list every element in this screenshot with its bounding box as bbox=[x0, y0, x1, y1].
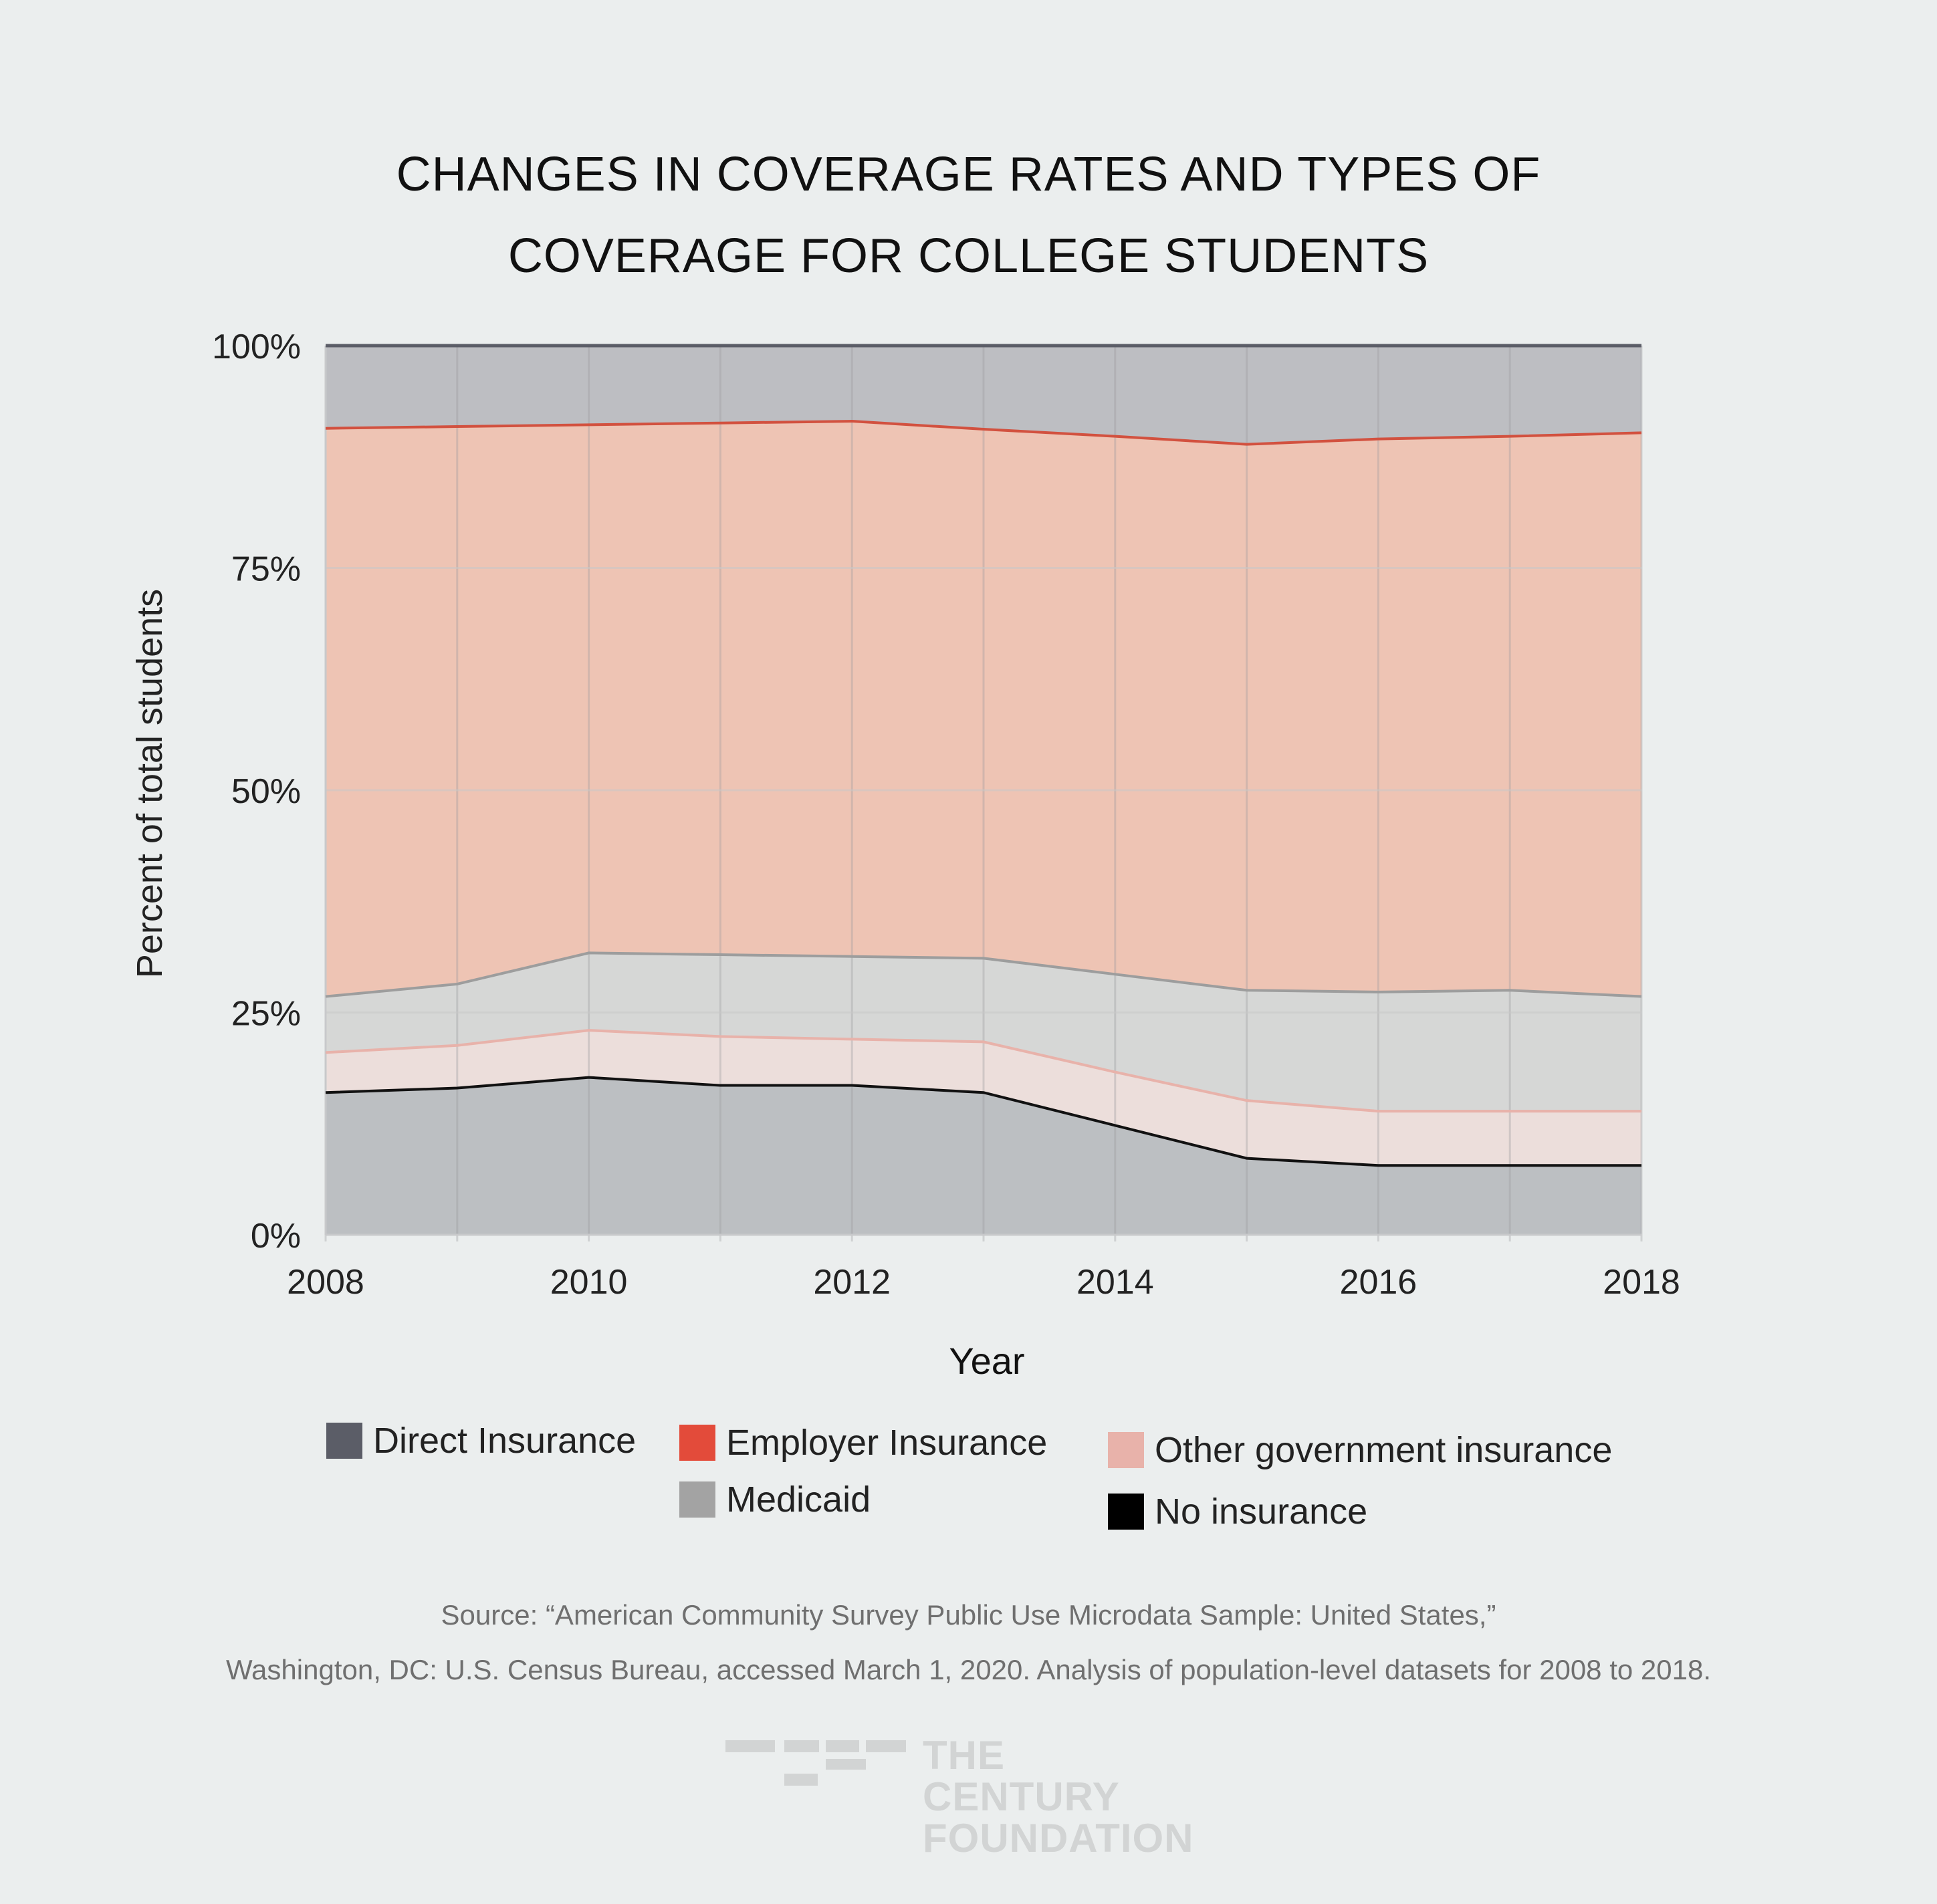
area-other-government-insurance bbox=[326, 1030, 1641, 1166]
x-tick-label: 2014 bbox=[1076, 1263, 1154, 1302]
logo-line-1: THE CENTURY bbox=[923, 1733, 1120, 1819]
x-tick-label: 2008 bbox=[287, 1263, 364, 1302]
legend-swatch-medicaid bbox=[679, 1481, 715, 1518]
legend-direct-insurance: Direct Insurance bbox=[326, 1420, 636, 1461]
area-no-insurance bbox=[326, 1077, 1641, 1235]
x-tick-label: 2016 bbox=[1340, 1263, 1417, 1302]
area-layers bbox=[326, 346, 1641, 1235]
logo-text: THE CENTURY FOUNDATION bbox=[923, 1735, 1207, 1859]
y-axis-ticks: 0% 25% 50% 75% 100% bbox=[212, 328, 301, 1256]
century-foundation-logo: THE CENTURY FOUNDATION bbox=[725, 1735, 1207, 1859]
y-tick-label: 25% bbox=[231, 995, 301, 1034]
source-line-1: Source: “American Community Survey Publi… bbox=[441, 1599, 1496, 1631]
y-tick-label: 50% bbox=[231, 772, 301, 811]
logo-line-2: FOUNDATION bbox=[923, 1816, 1194, 1861]
line-other-government-top bbox=[325, 1029, 1641, 1113]
y-tick-label: 100% bbox=[212, 328, 301, 366]
legend-swatch-other-government bbox=[1108, 1432, 1144, 1468]
legend-other-government-insurance: Other government insurance bbox=[1108, 1429, 1612, 1471]
legend-label-employer: Employer Insurance bbox=[726, 1423, 1048, 1463]
line-medicaid-top bbox=[325, 951, 1642, 998]
line-employer-top bbox=[325, 420, 1642, 446]
x-tick-label: 2012 bbox=[813, 1263, 891, 1302]
legend-label-other-government: Other government insurance bbox=[1155, 1430, 1613, 1470]
area-employer-insurance bbox=[326, 421, 1641, 997]
chart-title-line-2: COVERAGE FOR COLLEGE STUDENTS bbox=[507, 229, 1430, 283]
source-note: Source: “American Community Survey Publi… bbox=[0, 1588, 1937, 1697]
x-tick-label: 2010 bbox=[550, 1263, 628, 1302]
chart-title-line-1: CHANGES IN COVERAGE RATES AND TYPES OF bbox=[396, 148, 1541, 201]
x-tick-label: 2018 bbox=[1603, 1263, 1680, 1302]
x-axis-ticks: 2008 2010 2012 2014 2016 2018 bbox=[287, 1263, 1680, 1302]
x-axis-label: Year bbox=[949, 1340, 1024, 1382]
y-axis-label: Percent of total students bbox=[130, 589, 170, 978]
boundary-lines bbox=[325, 344, 1642, 1167]
y-tick-label: 75% bbox=[231, 550, 301, 589]
legend-swatch-no-insurance bbox=[1108, 1494, 1144, 1530]
legend-employer-insurance: Employer Insurance bbox=[679, 1422, 1047, 1463]
logo-mark-icon bbox=[725, 1740, 906, 1786]
line-no-insurance-top bbox=[325, 1076, 1641, 1167]
y-tick-label: 0% bbox=[251, 1217, 301, 1256]
area-direct-insurance bbox=[326, 346, 1641, 445]
legend-label-direct: Direct Insurance bbox=[373, 1421, 637, 1461]
source-line-2: Washington, DC: U.S. Census Bureau, acce… bbox=[225, 1654, 1712, 1685]
chart-title: CHANGES IN COVERAGE RATES AND TYPES OF C… bbox=[0, 134, 1937, 297]
legend-medicaid: Medicaid bbox=[679, 1479, 871, 1520]
legend-no-insurance: No insurance bbox=[1108, 1491, 1367, 1532]
legend-label-no-insurance: No insurance bbox=[1155, 1492, 1368, 1532]
legend-label-medicaid: Medicaid bbox=[726, 1479, 871, 1520]
legend-swatch-direct bbox=[326, 1423, 362, 1459]
legend-swatch-employer bbox=[679, 1425, 715, 1461]
